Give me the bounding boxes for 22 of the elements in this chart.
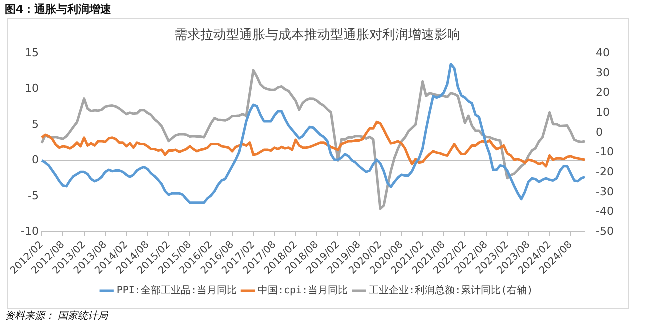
y2-tick-label: -50: [596, 225, 614, 238]
legend-label: PPI:全部工业品:当月同比: [116, 284, 237, 297]
y-tick-label: 5: [32, 118, 39, 131]
legend-label: 中国:cpi:当月同比: [258, 284, 348, 297]
y2-tick-label: 0: [596, 126, 604, 139]
text: 资料来源： 国家统计局: [5, 310, 108, 323]
caption: 图4：通胀与利润增速: [5, 2, 112, 17]
y2-tick-label: 10: [596, 106, 610, 119]
chart-title: 需求拉动型通胀与成本推动型通胀对利润增速影响: [174, 27, 462, 44]
y2-tick-label: 40: [596, 46, 610, 60]
y-tick-label: 10: [24, 82, 39, 96]
y2-tick-label: -20: [596, 165, 614, 178]
y2-tick-label: 20: [596, 86, 610, 100]
y-tick-label: 0: [32, 154, 39, 167]
y2-tick-label: -10: [596, 146, 614, 159]
y2-tick-label: -30: [596, 185, 614, 198]
y-tick-label: 15: [24, 46, 39, 60]
legend-label: 工业企业:利润总额:累计同比(右轴): [369, 284, 534, 297]
y-tick-label: -5: [28, 189, 39, 202]
y-tick-label: -10: [21, 225, 39, 238]
y2-tick-label: 30: [596, 66, 610, 80]
y2-tick-label: -40: [596, 205, 614, 218]
